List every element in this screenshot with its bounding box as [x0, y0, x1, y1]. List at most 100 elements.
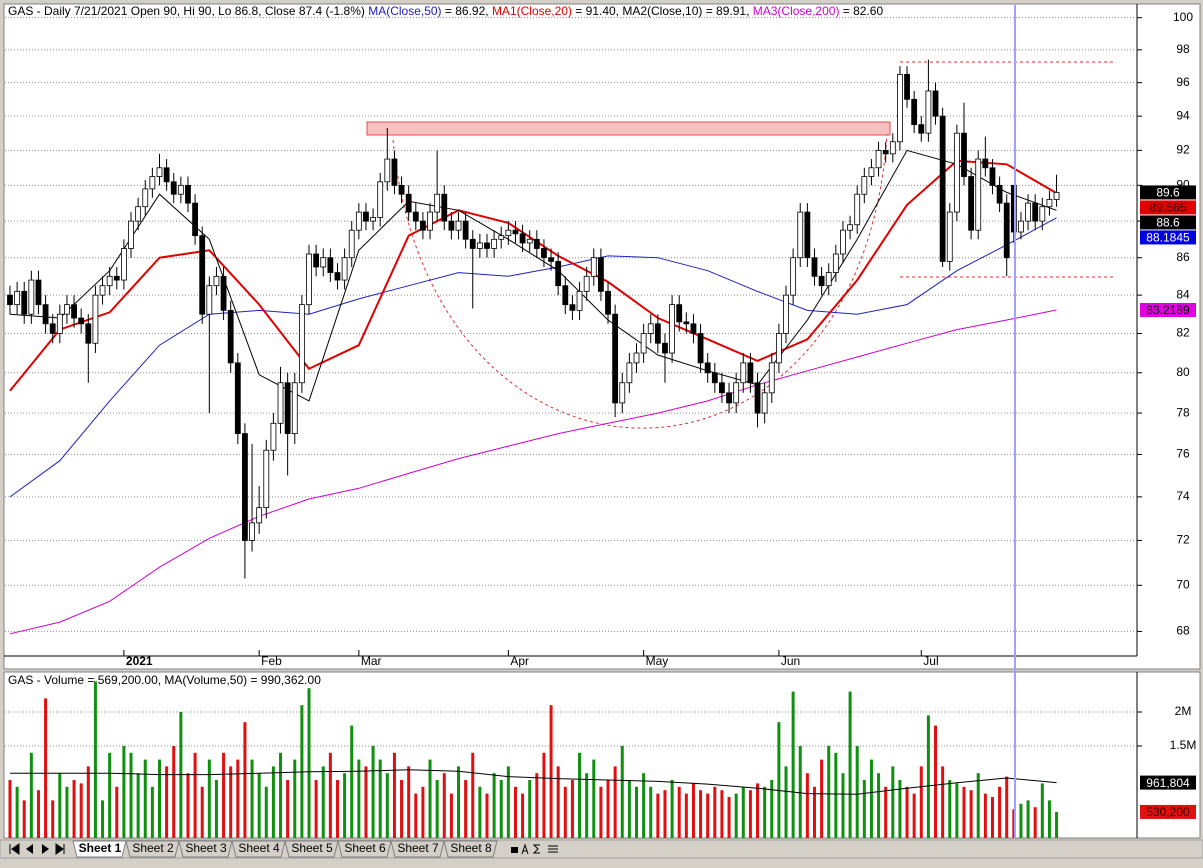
sheet-tab-label[interactable]: Sheet 4	[238, 841, 280, 855]
sheet-tab-label[interactable]: Sheet 7	[397, 841, 439, 855]
tab-navigation[interactable]	[9, 843, 65, 855]
candle-body	[298, 304, 305, 384]
volume-bar	[941, 766, 945, 838]
candle-body	[719, 382, 725, 394]
candle-body	[854, 193, 861, 226]
sum-icon[interactable]	[532, 844, 540, 854]
volume-bar	[392, 752, 396, 838]
prev-sheet-button[interactable]	[26, 844, 33, 854]
y-tick-label: 80	[1176, 365, 1190, 379]
volume-bar	[862, 779, 866, 838]
moving-average-line	[9, 309, 1057, 635]
candle-body	[783, 294, 789, 334]
sheet-tab-label[interactable]: Sheet 8	[450, 841, 492, 855]
sheet-tab-label[interactable]: Sheet 1	[79, 841, 122, 855]
sheet-tab[interactable]	[284, 840, 339, 858]
candle-body	[925, 90, 932, 134]
candle-body	[861, 176, 868, 195]
volume-bar	[649, 786, 653, 838]
candle-body	[498, 235, 505, 240]
last-sheet-button[interactable]	[55, 843, 65, 855]
volume-bar	[293, 759, 297, 838]
volume-bar	[65, 786, 69, 838]
y-tick-label: 70	[1176, 577, 1190, 591]
volume-bar	[727, 796, 731, 838]
candle-body	[306, 253, 312, 306]
volume-bar	[969, 790, 973, 838]
volume-title: GAS - Volume = 569,200.00, MA(Volume,50)…	[8, 673, 321, 687]
volume-bar	[250, 759, 254, 838]
volume-bar	[955, 783, 959, 838]
volume-bar	[279, 752, 283, 838]
sheet-tab[interactable]	[125, 840, 180, 858]
sheet-tab[interactable]	[390, 840, 445, 858]
volume-bar	[741, 786, 745, 838]
candle-body	[398, 184, 405, 195]
candle-body	[185, 184, 191, 204]
volume-bar	[1012, 809, 1016, 838]
candle-body	[733, 382, 740, 404]
candle-body	[313, 253, 320, 268]
volume-bar	[150, 786, 154, 838]
volume-bar	[720, 790, 724, 838]
y-tick-label: 98	[1176, 42, 1190, 56]
candle-body	[576, 290, 583, 311]
next-sheet-button[interactable]	[42, 844, 49, 854]
candle-body	[1039, 206, 1046, 222]
font-icon[interactable]	[521, 843, 529, 855]
candle-body	[797, 211, 804, 259]
x-tick-label: Jun	[781, 654, 800, 668]
sheet-tab[interactable]	[443, 840, 498, 858]
volume-bar	[129, 752, 133, 838]
volume-bar	[905, 786, 909, 838]
volume-bar	[620, 745, 624, 838]
candle-body	[92, 294, 99, 344]
sheet-tab-label[interactable]: Sheet 5	[291, 841, 333, 855]
candle-body	[1018, 220, 1024, 233]
candle-body	[42, 304, 49, 325]
volume-bar	[29, 752, 33, 838]
candle-body	[405, 193, 412, 213]
volume-bar	[449, 793, 453, 838]
cup-arc	[392, 134, 888, 429]
volume-bar	[713, 786, 717, 838]
volume-bar	[770, 779, 774, 838]
volume-bar	[642, 773, 646, 838]
sheet-tab[interactable]	[178, 840, 233, 858]
sheet-tab-label[interactable]: Sheet 6	[344, 841, 386, 855]
volume-bar	[734, 793, 738, 838]
volume-bar	[599, 786, 603, 838]
candle-body	[505, 229, 512, 237]
candle-body	[811, 257, 818, 277]
candle-body	[640, 333, 647, 354]
last-value-label: 530,200	[1146, 805, 1190, 819]
last-value-tag	[1140, 775, 1196, 790]
volume-bar	[343, 773, 347, 838]
candle-body	[377, 181, 384, 218]
candle-body	[932, 90, 939, 117]
candle-body	[676, 304, 683, 323]
first-sheet-button[interactable]	[9, 843, 20, 855]
volume-bar	[378, 759, 382, 838]
volume-bar	[264, 786, 268, 838]
lock-icon[interactable]	[511, 847, 518, 853]
volume-bar	[934, 725, 938, 838]
sheet-tab[interactable]	[337, 840, 392, 858]
volume-bar	[1033, 807, 1037, 838]
volume-bar	[492, 773, 496, 838]
menu-icon[interactable]	[548, 845, 558, 853]
candle-body	[391, 158, 398, 186]
sheet-tab[interactable]	[231, 840, 286, 858]
sheet-tab-label[interactable]: Sheet 3	[185, 841, 227, 855]
volume-bar	[385, 773, 389, 838]
sheet-tab-label[interactable]: Sheet 2	[132, 841, 174, 855]
volume-bar	[663, 790, 667, 838]
x-tick-label: May	[646, 654, 669, 668]
volume-bar	[236, 759, 240, 838]
volume-bar	[15, 786, 19, 838]
candle-body	[897, 73, 903, 143]
volume-bar	[1040, 783, 1044, 838]
volume-bar	[8, 779, 12, 838]
sheet-tab[interactable]	[72, 840, 127, 858]
